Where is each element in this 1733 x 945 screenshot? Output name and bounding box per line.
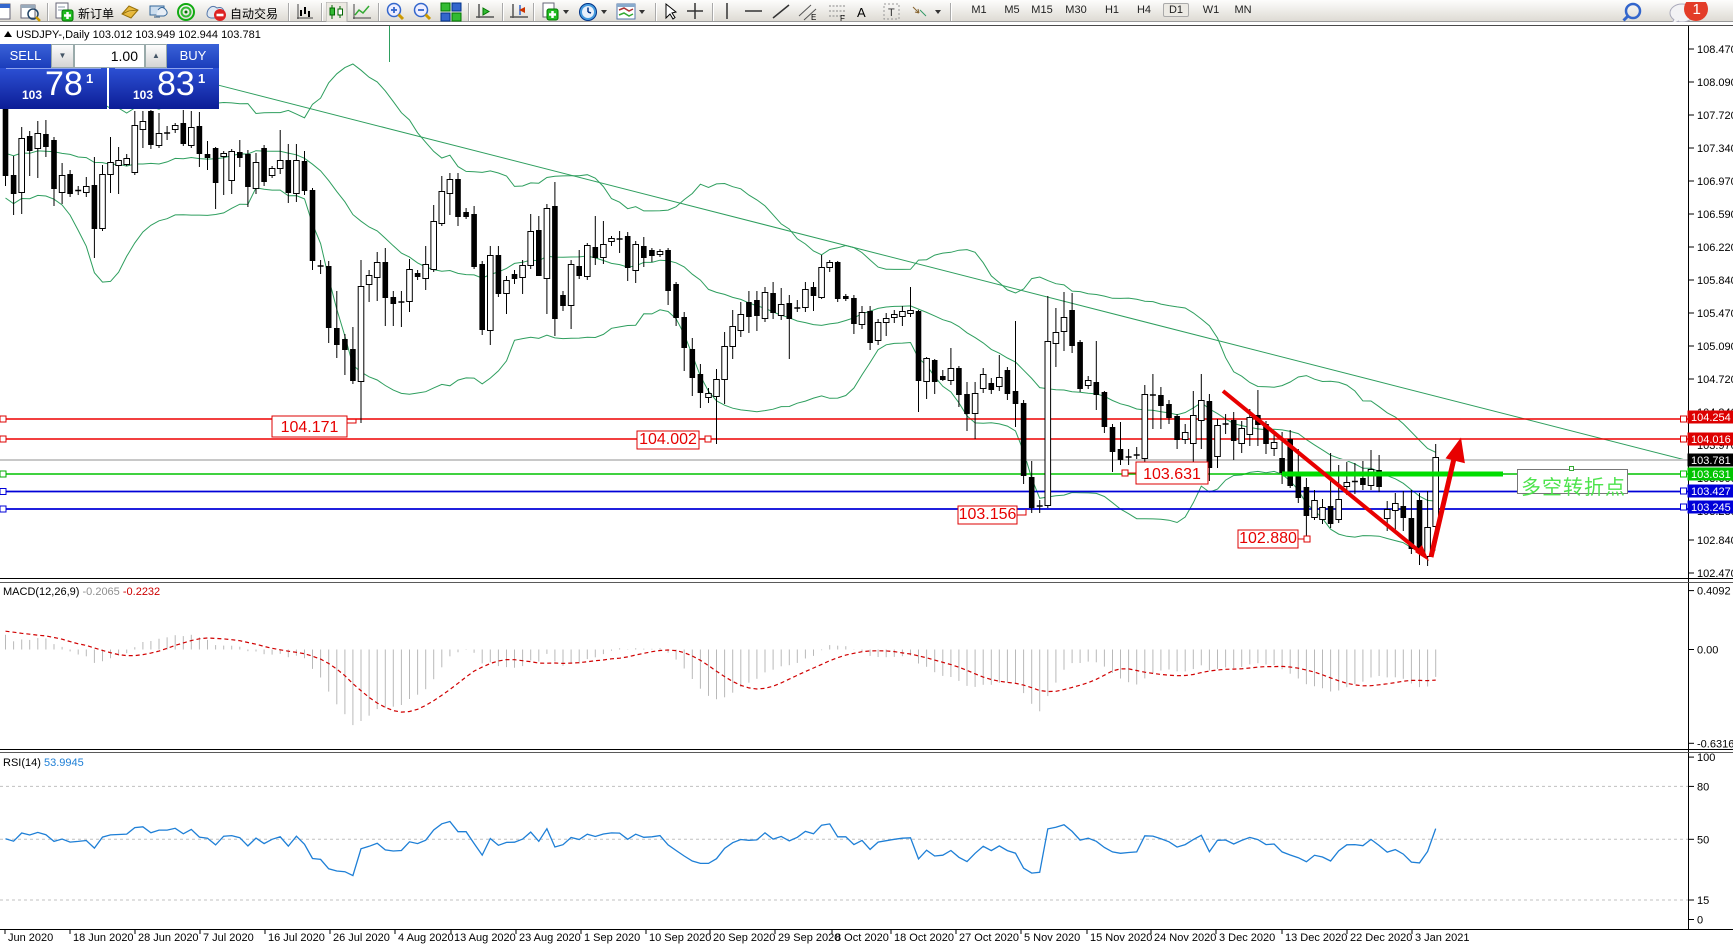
svg-text:Jun 2020: Jun 2020 — [8, 932, 53, 944]
svg-text:104.720: 104.720 — [1697, 374, 1733, 386]
svg-text:50: 50 — [1697, 834, 1709, 846]
svg-text:105.470: 105.470 — [1697, 308, 1733, 320]
svg-text:104.002: 104.002 — [639, 431, 697, 448]
svg-text:3 Dec 2020: 3 Dec 2020 — [1219, 932, 1275, 944]
svg-text:103.245: 103.245 — [1691, 502, 1731, 514]
svg-text:106.220: 106.220 — [1697, 242, 1733, 254]
svg-text:102.840: 102.840 — [1697, 535, 1733, 547]
svg-text:104.016: 104.016 — [1691, 434, 1731, 446]
svg-text:108.470: 108.470 — [1697, 44, 1733, 56]
svg-text:20 Sep 2020: 20 Sep 2020 — [713, 932, 775, 944]
svg-text:4 Aug 2020: 4 Aug 2020 — [398, 932, 454, 944]
svg-text:107.720: 107.720 — [1697, 110, 1733, 122]
svg-text:USDJPY-,Daily 103.012 103.949: USDJPY-,Daily 103.012 103.949 102.944 10… — [16, 29, 261, 41]
svg-text:103.631: 103.631 — [1143, 466, 1201, 483]
svg-text:1 Sep 2020: 1 Sep 2020 — [584, 932, 640, 944]
svg-text:103.156: 103.156 — [959, 506, 1017, 523]
svg-text:108.090: 108.090 — [1697, 77, 1733, 89]
svg-text:105.090: 105.090 — [1697, 341, 1733, 353]
svg-text:15 Nov 2020: 15 Nov 2020 — [1090, 932, 1152, 944]
svg-text:107.340: 107.340 — [1697, 143, 1733, 155]
svg-text:15: 15 — [1697, 895, 1709, 907]
svg-text:18 Jun 2020: 18 Jun 2020 — [73, 932, 134, 944]
svg-text:13 Dec 2020: 13 Dec 2020 — [1285, 932, 1347, 944]
svg-text:MACD(12,26,9) -0.2065 -0.2232: MACD(12,26,9) -0.2065 -0.2232 — [3, 586, 160, 598]
svg-text:10 Sep 2020: 10 Sep 2020 — [649, 932, 711, 944]
svg-text:13 Aug 2020: 13 Aug 2020 — [454, 932, 516, 944]
svg-text:102.880: 102.880 — [1239, 530, 1297, 547]
svg-text:0.4092: 0.4092 — [1697, 586, 1731, 598]
svg-text:80: 80 — [1697, 781, 1709, 793]
svg-text:103.631: 103.631 — [1691, 469, 1731, 481]
svg-text:18 Oct 2020: 18 Oct 2020 — [894, 932, 954, 944]
svg-text:22 Dec 2020: 22 Dec 2020 — [1350, 932, 1412, 944]
svg-text:0.00: 0.00 — [1697, 645, 1718, 657]
svg-text:106.590: 106.590 — [1697, 209, 1733, 221]
svg-text:29 Sep 2020: 29 Sep 2020 — [778, 932, 840, 944]
svg-text:5 Nov 2020: 5 Nov 2020 — [1024, 932, 1080, 944]
svg-text:16 Jul 2020: 16 Jul 2020 — [268, 932, 325, 944]
svg-text:1: 1 — [1693, 2, 1701, 18]
svg-text:E: E — [811, 13, 816, 22]
svg-text:103.427: 103.427 — [1691, 486, 1731, 498]
svg-text:28 Jun 2020: 28 Jun 2020 — [138, 932, 199, 944]
svg-text:-0.6316: -0.6316 — [1697, 738, 1733, 750]
svg-text:8 Oct 2020: 8 Oct 2020 — [835, 932, 889, 944]
svg-text:106.970: 106.970 — [1697, 176, 1733, 188]
svg-text:F: F — [840, 14, 845, 22]
svg-text:27 Oct 2020: 27 Oct 2020 — [959, 932, 1019, 944]
svg-text:100: 100 — [1697, 752, 1715, 764]
svg-text:3 Jan 2021: 3 Jan 2021 — [1415, 932, 1469, 944]
svg-text:103.781: 103.781 — [1691, 455, 1731, 467]
svg-text:7 Jul 2020: 7 Jul 2020 — [203, 932, 254, 944]
svg-text:0: 0 — [1697, 915, 1703, 927]
svg-text:26 Jul 2020: 26 Jul 2020 — [333, 932, 390, 944]
svg-text:104.254: 104.254 — [1691, 412, 1731, 424]
svg-text:24 Nov 2020: 24 Nov 2020 — [1154, 932, 1216, 944]
svg-text:102.470: 102.470 — [1697, 568, 1733, 580]
svg-text:T: T — [888, 7, 895, 19]
svg-text:105.840: 105.840 — [1697, 275, 1733, 287]
svg-text:23 Aug 2020: 23 Aug 2020 — [519, 932, 581, 944]
svg-text:RSI(14) 53.9945: RSI(14) 53.9945 — [3, 757, 84, 769]
svg-text:104.171: 104.171 — [281, 419, 339, 436]
